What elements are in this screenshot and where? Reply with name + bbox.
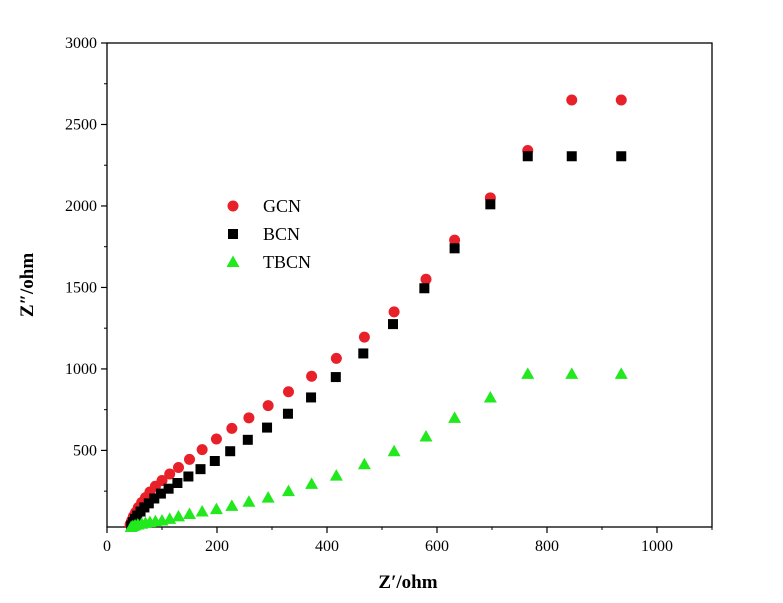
data-point-bcn xyxy=(485,199,496,210)
legend-label-gcn: GCN xyxy=(263,196,301,216)
data-point-gcn xyxy=(566,94,578,106)
y-tick-label: 1000 xyxy=(65,361,97,378)
data-point-tbcn xyxy=(209,502,223,515)
y-tick-label: 2500 xyxy=(65,116,97,133)
series-bcn xyxy=(126,151,627,531)
data-point-gcn xyxy=(615,94,627,106)
data-point-bcn xyxy=(195,464,206,475)
data-point-bcn xyxy=(242,434,253,445)
data-point-tbcn xyxy=(329,469,343,481)
data-point-bcn xyxy=(143,498,154,509)
x-tick-label: 200 xyxy=(205,538,229,555)
data-point-gcn xyxy=(420,273,432,285)
axis-ticks: 0 200 400 600 800 1000 500 1000 1500 2000 2500 3000 xyxy=(65,35,713,555)
data-point-gcn xyxy=(388,306,400,318)
data-point-tbcn xyxy=(195,505,209,517)
data-point-gcn xyxy=(358,331,370,343)
data-point-tbcn xyxy=(282,484,295,497)
data-point-gcn xyxy=(330,352,342,364)
data-point-bcn xyxy=(149,493,160,504)
data-point-tbcn xyxy=(261,491,275,503)
data-point-bcn xyxy=(183,471,194,482)
legend-label-tbcn: TBCN xyxy=(263,252,311,272)
x-tick-label: 1000 xyxy=(641,538,673,555)
data-point-gcn xyxy=(184,453,195,465)
data-point-gcn xyxy=(226,422,238,434)
data-point-tbcn xyxy=(614,367,628,379)
y-tick-label: 2000 xyxy=(65,198,97,215)
legend-marker-bcn xyxy=(228,229,238,239)
data-point-gcn xyxy=(196,444,208,456)
data-point-tbcn xyxy=(242,495,256,507)
y-tick-label: 1500 xyxy=(65,279,97,296)
data-point-bcn xyxy=(616,151,627,162)
data-point-tbcn xyxy=(183,507,196,519)
data-point-bcn xyxy=(358,348,369,359)
data-point-bcn xyxy=(225,446,236,457)
x-tick-label: 800 xyxy=(535,538,559,555)
series-tbcn xyxy=(124,367,628,532)
legend-label-bcn: BCN xyxy=(263,224,300,244)
data-point-bcn xyxy=(172,478,183,488)
data-point-tbcn xyxy=(305,477,319,489)
y-tick-label: 3000 xyxy=(65,35,97,52)
data-point-gcn xyxy=(164,468,176,480)
data-point-gcn xyxy=(156,475,168,487)
x-tick-label: 0 xyxy=(103,538,111,555)
data-point-bcn xyxy=(209,456,220,466)
data-point-tbcn xyxy=(172,509,185,522)
data-point-bcn xyxy=(262,422,273,433)
data-point-gcn xyxy=(262,400,274,412)
data-point-bcn xyxy=(449,243,460,254)
data-point-bcn xyxy=(566,151,577,162)
legend-marker-gcn xyxy=(227,200,239,212)
plot-border xyxy=(106,42,713,528)
data-point-tbcn xyxy=(448,411,462,423)
legend-marker-tbcn xyxy=(226,255,240,267)
data-point-gcn xyxy=(306,370,318,382)
y-axis-title: Z″/ohm xyxy=(17,253,38,318)
data-point-bcn xyxy=(282,408,293,419)
data-point-gcn xyxy=(283,386,294,398)
data-point-bcn xyxy=(330,372,341,383)
data-point-bcn xyxy=(155,488,166,499)
data-point-tbcn xyxy=(357,457,371,470)
data-point-gcn xyxy=(173,462,184,474)
x-tick-label: 400 xyxy=(315,538,339,555)
data-point-bcn xyxy=(163,483,174,494)
data-point-tbcn xyxy=(483,390,497,403)
data-point-bcn xyxy=(419,283,430,294)
data-point-tbcn xyxy=(387,444,401,457)
data-point-bcn xyxy=(522,151,533,162)
data-markers xyxy=(124,94,628,532)
data-point-tbcn xyxy=(225,499,239,511)
data-point-bcn xyxy=(388,319,398,330)
data-point-gcn xyxy=(243,412,255,424)
plot-area xyxy=(106,42,713,528)
x-axis-title: Z′/ohm xyxy=(378,572,437,593)
data-point-gcn xyxy=(210,433,222,445)
data-point-gcn xyxy=(449,234,461,246)
legend: GCN BCN TBCN xyxy=(226,196,311,272)
data-point-tbcn xyxy=(565,367,579,379)
data-point-tbcn xyxy=(521,367,535,379)
data-point-tbcn xyxy=(419,430,433,442)
y-tick-label: 500 xyxy=(73,442,97,459)
data-point-bcn xyxy=(306,392,317,403)
x-tick-label: 600 xyxy=(425,538,449,555)
